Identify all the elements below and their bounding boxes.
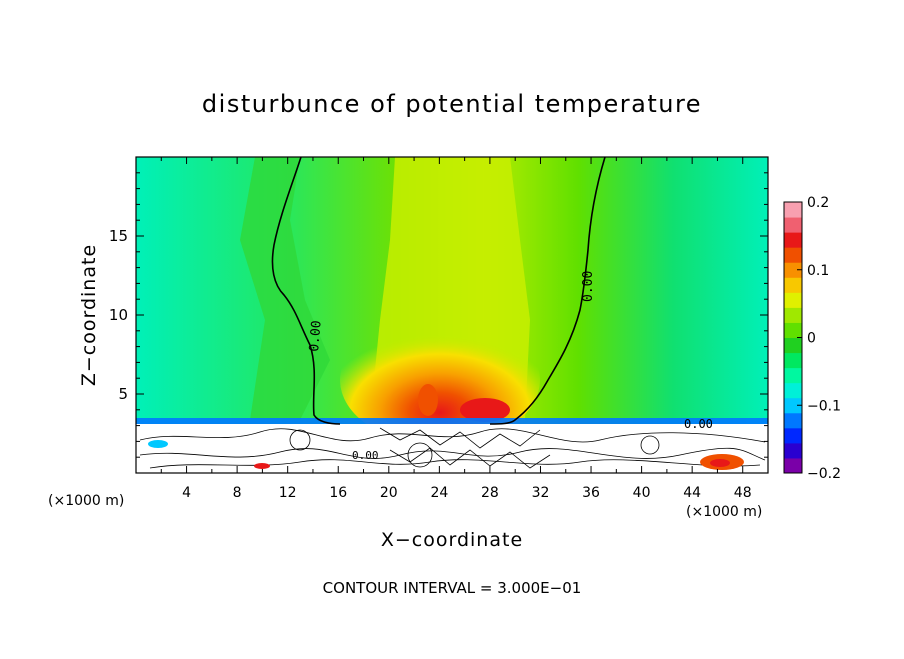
surface-layer <box>136 424 768 473</box>
colorbar-swatch <box>784 397 802 414</box>
colorbar-swatch <box>784 202 802 218</box>
colorbar-tick-label: 0.1 <box>807 263 829 279</box>
hot-spot-surface-left <box>254 463 270 469</box>
x-tick-label: 32 <box>532 485 550 501</box>
colorbar-swatch <box>784 412 802 429</box>
zero-contours <box>271 156 606 425</box>
colorbar-swatch <box>784 307 802 323</box>
x-tick-label: 36 <box>582 485 600 501</box>
colorbar-swatch <box>784 277 802 293</box>
colorbar-ticks: −0.2 −0.1 0 0.1 0.2 <box>797 195 841 482</box>
x-tick-label: 28 <box>481 485 499 501</box>
y-tick-label: 10 <box>109 306 128 324</box>
colorbar-tick-label: 0.2 <box>807 195 829 211</box>
colorbar-swatch <box>784 292 802 308</box>
colorbar-swatch <box>784 457 802 474</box>
warm-core <box>460 398 510 422</box>
colorbar <box>783 201 803 474</box>
x-tick-label: 16 <box>329 485 347 501</box>
colorbar-swatch <box>784 217 802 233</box>
x-tick-label: 20 <box>380 485 398 501</box>
colorbar-swatch <box>784 247 802 263</box>
contour-labels: 0.00 0.00 0.00 0.00 <box>307 271 713 462</box>
colorbar-tick-label: 0 <box>807 331 816 347</box>
x-tick-label: 40 <box>633 485 651 501</box>
contour-label-surface-right: 0.00 <box>684 417 713 431</box>
x-tick-label: 12 <box>279 485 297 501</box>
x-tick-label: 44 <box>683 485 701 501</box>
chart-title: disturbunce of potential temperature <box>202 90 702 118</box>
contour-interval-note: CONTOUR INTERVAL = 3.000E−01 <box>323 579 582 597</box>
green-plume-left <box>240 157 330 420</box>
z-unit-note: (×1000 m) <box>48 493 124 509</box>
field-layer <box>136 157 768 473</box>
colorbar-swatch <box>784 232 802 248</box>
cold-spot-surface <box>148 440 168 448</box>
x-axis: 4 8 12 16 20 24 28 32 36 40 44 48 <box>160 157 752 501</box>
y-axis: 5 10 15 <box>109 172 768 458</box>
x-axis-title: X−coordinate <box>381 529 523 551</box>
zero-contour-left <box>271 156 341 425</box>
x-tick-label: 4 <box>182 485 191 501</box>
colorbar-swatch <box>784 352 802 369</box>
y-tick-label: 5 <box>118 385 128 403</box>
colorbar-swatch <box>784 337 802 354</box>
warm-core-2 <box>418 384 438 416</box>
surface-contours <box>139 427 766 469</box>
colorbar-swatch <box>784 262 802 278</box>
colorbar-swatch <box>784 322 802 338</box>
colorbar-swatch <box>784 367 802 384</box>
x-tick-label: 8 <box>233 485 242 501</box>
hot-blob-surface-core <box>710 459 730 467</box>
colorbar-swatch <box>784 442 802 459</box>
colorbar-swatch <box>784 427 802 444</box>
colorbar-tick-label: −0.1 <box>807 398 841 414</box>
x-tick-label: 24 <box>430 485 448 501</box>
x-unit-note: (×1000 m) <box>686 504 762 520</box>
colorbar-tick-label: −0.2 <box>807 466 841 482</box>
contour-label-left: 0.00 <box>307 320 325 353</box>
contour-label-right: 0.00 <box>581 271 596 302</box>
cold-band <box>136 418 768 425</box>
y-tick-label: 15 <box>109 227 128 245</box>
y-axis-title: Z−coordinate <box>78 244 100 386</box>
contour-label-surface-center: 0.00 <box>352 449 379 462</box>
x-tick-label: 48 <box>734 485 752 501</box>
zero-contour-right <box>489 156 606 425</box>
colorbar-swatch <box>784 382 802 399</box>
